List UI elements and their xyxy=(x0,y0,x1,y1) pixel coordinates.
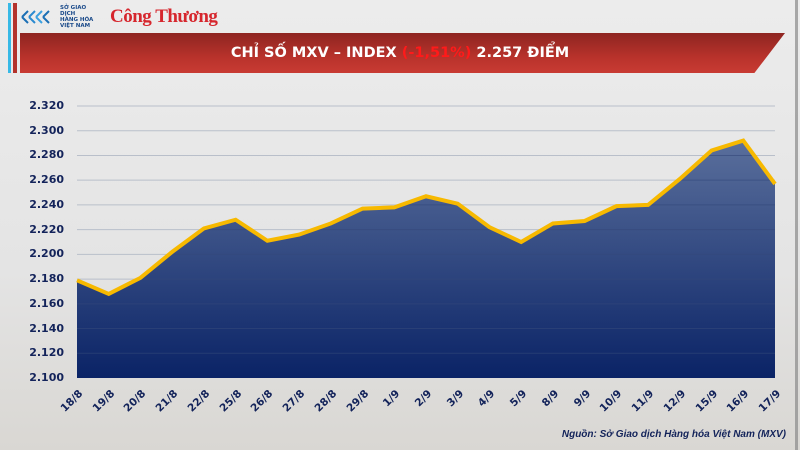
logo-line-2: HÀNG HÓA xyxy=(60,17,94,23)
congthuong-logo: Công Thương xyxy=(110,6,218,27)
logo-line-3: VIỆT NAM xyxy=(60,23,91,29)
mxv-logo-icon xyxy=(21,10,50,24)
title-change-percent: (-1,51%) xyxy=(401,45,472,61)
y-tick-label: 2.100 xyxy=(29,371,64,384)
source-note: Nguồn: Sở Giao dịch Hàng hóa Việt Nam (M… xyxy=(561,429,786,440)
title-banner xyxy=(20,33,785,73)
index-line xyxy=(76,138,777,297)
area-fill xyxy=(77,140,775,378)
accent-stripe-cyan xyxy=(8,3,11,73)
logo-line-1: SỞ GIAO DỊCH xyxy=(60,5,87,17)
mxv-logo-text: SỞ GIAO DỊCH HÀNG HÓA VIỆT NAM xyxy=(60,5,100,29)
y-tick-label: 2.300 xyxy=(29,123,64,137)
title-value: 2.257 ĐIỂM xyxy=(471,45,570,61)
y-tick-label: 2.200 xyxy=(29,247,64,261)
y-tick-label: 2.280 xyxy=(29,148,64,162)
y-tick-label: 2.320 xyxy=(29,99,64,112)
y-tick-label: 2.180 xyxy=(29,272,64,286)
frame-border xyxy=(795,0,798,450)
header-logos: SỞ GIAO DỊCH HÀNG HÓA VIỆT NAM Công Thươ… xyxy=(20,4,218,30)
title-prefix: CHỈ SỐ MXV – INDEX xyxy=(230,45,402,61)
y-tick-label: 2.120 xyxy=(29,346,64,360)
y-tick-label: 2.220 xyxy=(29,222,64,236)
y-tick-label: 2.260 xyxy=(29,173,64,187)
accent-stripe-red xyxy=(13,3,17,73)
chart-title: CHỈ SỐ MXV – INDEX (-1,51%) 2.257 ĐIỂM xyxy=(0,33,800,73)
y-tick-label: 2.240 xyxy=(29,197,64,211)
y-tick-label: 2.140 xyxy=(29,321,64,335)
y-tick-label: 2.160 xyxy=(29,296,64,310)
